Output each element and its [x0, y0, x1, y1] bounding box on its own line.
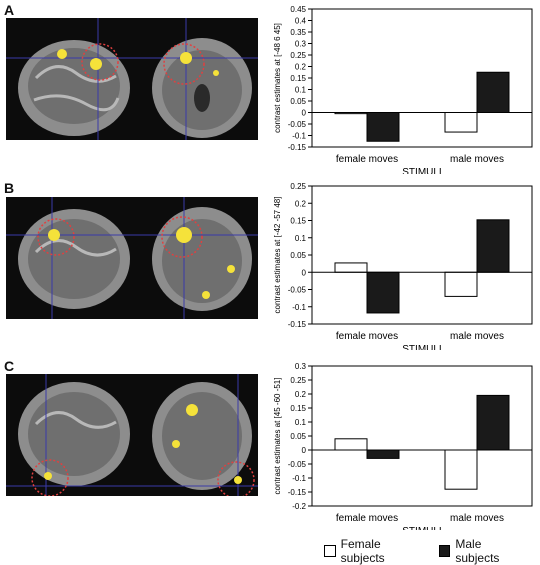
y-tick-label: 0.05	[290, 97, 306, 106]
y-tick-label: 0	[302, 446, 307, 455]
legend: Female subjects Male subjects	[324, 537, 540, 565]
y-axis-title: contrast estimates at [45 -60 -51]	[273, 378, 282, 495]
y-tick-label: -0.05	[288, 286, 307, 295]
bar-female-female-moves	[334, 262, 368, 273]
y-tick-label: 0.25	[290, 51, 306, 60]
y-tick-label: 0.25	[290, 182, 306, 191]
y-tick-label: 0.05	[290, 432, 306, 441]
y-tick-label: 0.1	[295, 234, 307, 243]
bar-female-male-moves	[444, 112, 478, 133]
panel-letter-a: A	[4, 2, 15, 18]
legend-label-female: Female subjects	[340, 537, 385, 565]
y-tick-label: 0	[302, 268, 307, 277]
brain-slices-a	[6, 18, 258, 140]
bar-chart-a: -0.15 -0.1 -0.05 0 0.05 0.1 0.15 0.2 0.25 0.3 0.35…	[273, 5, 533, 174]
x-category-label: male moves	[450, 331, 504, 342]
bar-male-male-moves	[476, 394, 510, 451]
legend-swatch-female	[324, 545, 336, 557]
legend-item-female: Female subjects	[324, 537, 425, 565]
bar-chart-c: -0.2 -0.15 -0.1 -0.05 0 0.05 0.1 0.15 0.2 0.25 0.3…	[273, 362, 533, 530]
panel-letter-c: C	[4, 358, 15, 374]
panel-letter-b: B	[4, 180, 15, 196]
bar-male-female-moves	[366, 449, 400, 459]
y-tick-label: -0.1	[292, 132, 306, 141]
legend-swatch-male	[438, 545, 451, 557]
y-tick-label: 0.1	[295, 86, 307, 95]
y-tick-label: -0.2	[292, 502, 306, 511]
x-category-label: male moves	[450, 154, 504, 165]
y-tick-label: 0	[302, 109, 307, 118]
y-tick-label: 0.3	[295, 362, 307, 371]
y-tick-label: 0.2	[295, 390, 307, 399]
x-axis-title: STIMULI	[402, 344, 441, 350]
brain-image-b	[6, 197, 258, 319]
y-tick-label: -0.15	[288, 488, 307, 497]
bar-male-male-moves	[476, 71, 510, 113]
y-axis-title: contrast estimates at [-48 6 45]	[273, 23, 282, 133]
legend-label-male: Male subjects	[455, 537, 500, 565]
x-category-label: female moves	[336, 154, 398, 165]
x-category-label: female moves	[336, 331, 398, 342]
y-tick-label: 0.15	[290, 74, 306, 83]
y-tick-label: 0.1	[295, 418, 307, 427]
x-category-label: male moves	[450, 513, 504, 524]
y-tick-label: -0.05	[288, 460, 307, 469]
brain-image-a	[6, 18, 258, 140]
y-tick-label: 0.4	[295, 17, 307, 26]
bar-male-female-moves	[366, 271, 400, 314]
y-tick-label: 0.2	[295, 199, 307, 208]
bar-male-female-moves	[366, 112, 400, 142]
bar-female-female-moves	[334, 438, 368, 451]
y-tick-label: -0.05	[288, 120, 307, 129]
bar-chart-b: -0.15 -0.1 -0.05 0 0.05 0.1 0.15 0.2 0.25 female …	[273, 182, 533, 350]
brain-slices-b	[6, 197, 258, 319]
x-category-label: female moves	[336, 513, 398, 524]
y-tick-label: -0.15	[288, 143, 307, 152]
y-tick-label: -0.1	[292, 474, 306, 483]
bar-male-male-moves	[476, 219, 510, 273]
y-axis-title: contrast estimates at [-42 -57 48]	[273, 197, 282, 314]
y-tick-label: 0.35	[290, 28, 306, 37]
bar-female-male-moves	[444, 271, 478, 297]
x-axis-title: STIMULI	[402, 167, 441, 174]
brain-slices-c	[6, 374, 258, 496]
y-tick-label: 0.45	[290, 5, 306, 14]
y-tick-label: -0.1	[292, 303, 306, 312]
y-tick-label: 0.15	[290, 217, 306, 226]
y-tick-label: 0.3	[295, 40, 307, 49]
y-tick-label: 0.15	[290, 404, 306, 413]
brain-image-c	[6, 374, 258, 496]
y-tick-label: 0.2	[295, 63, 307, 72]
y-tick-label: 0.25	[290, 376, 306, 385]
y-tick-label: 0.05	[290, 251, 306, 260]
y-tick-label: -0.15	[288, 320, 307, 329]
x-axis-title: STIMULI	[402, 526, 441, 530]
legend-item-male: Male subjects	[438, 537, 526, 565]
bar-female-male-moves	[444, 449, 478, 490]
